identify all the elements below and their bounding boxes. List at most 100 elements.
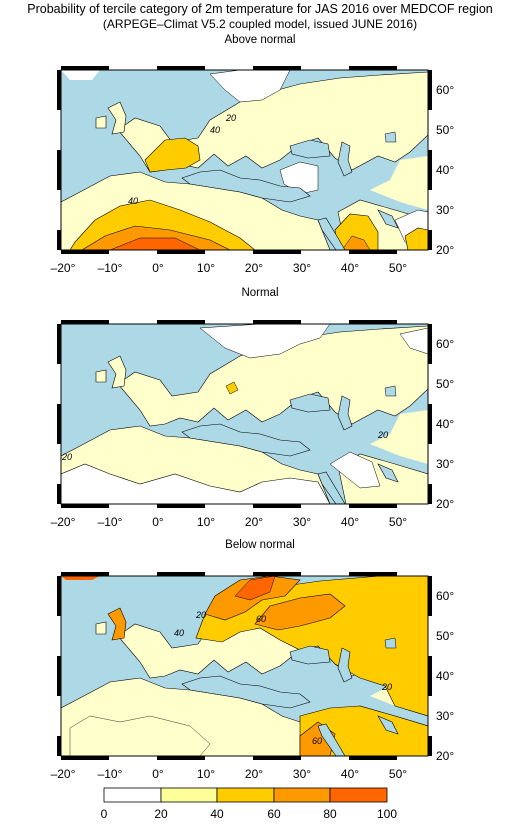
persian-gulf bbox=[377, 463, 399, 483]
lon-tick-label: 50° bbox=[389, 515, 407, 529]
contour-label: 20 bbox=[61, 452, 72, 462]
contour-label: 60 bbox=[256, 614, 266, 624]
white-area-1 bbox=[279, 161, 319, 195]
legend-tick-label: 0 bbox=[101, 807, 108, 821]
black-sea bbox=[289, 139, 331, 159]
legend-swatch-0-20 bbox=[103, 787, 162, 803]
legend-swatch-40-60 bbox=[216, 787, 275, 803]
lon-tick-label: 0° bbox=[152, 767, 164, 781]
lon-tick-label: 20° bbox=[245, 767, 263, 781]
contour-label: 60 bbox=[312, 736, 322, 746]
legend-tick-label: 40 bbox=[210, 807, 224, 821]
lon-tick-label: 30° bbox=[293, 767, 311, 781]
red-sea bbox=[317, 217, 346, 250]
white-area-3 bbox=[61, 70, 100, 80]
lon-tick-label: 40° bbox=[341, 515, 359, 529]
lon-tick-label: 30° bbox=[293, 261, 311, 275]
red-sea bbox=[317, 723, 346, 756]
map-subtitle: (ARPEGE–Climat V5.2 coupled model, issue… bbox=[102, 17, 418, 31]
white-area-east bbox=[329, 451, 381, 489]
red-sea bbox=[317, 471, 346, 504]
panel-title-above: Above normal bbox=[224, 34, 296, 46]
lon-tick-label: –10° bbox=[98, 261, 123, 275]
legend-swatch-20-40 bbox=[160, 787, 218, 803]
lat-tick-label: 20° bbox=[436, 749, 454, 763]
legend-tick-label: 80 bbox=[323, 807, 337, 821]
lon-tick-label: 40° bbox=[341, 767, 359, 781]
aral-sea bbox=[384, 637, 397, 649]
contour-80-nw bbox=[61, 576, 100, 580]
lon-tick-label: 0° bbox=[152, 261, 164, 275]
british-isles bbox=[107, 607, 127, 641]
lat-tick-label: 50° bbox=[436, 123, 454, 137]
legend-tick-label: 60 bbox=[267, 807, 281, 821]
frame-ticks bbox=[57, 66, 432, 254]
white-area-sahara bbox=[61, 463, 331, 504]
lat-tick-label: 30° bbox=[436, 203, 454, 217]
contour-60-arabia bbox=[341, 235, 371, 250]
lon-tick-label: –20° bbox=[51, 767, 76, 781]
land-europe bbox=[117, 325, 428, 427]
lon-tick-label: 10° bbox=[197, 767, 215, 781]
scandinavia-low bbox=[209, 70, 291, 103]
lon-tick-label: –10° bbox=[98, 515, 123, 529]
ireland bbox=[95, 115, 107, 129]
caspian-sea bbox=[337, 647, 353, 683]
contour-label: 40 bbox=[128, 196, 138, 206]
lon-tick-label: 10° bbox=[197, 515, 215, 529]
panel-title-normal: Normal bbox=[241, 287, 279, 299]
lon-tick-label: 10° bbox=[197, 261, 215, 275]
map-normal: 20 20 –20° –10° 0° 10° 20° 30° 40° 50° 2… bbox=[51, 320, 454, 529]
ireland bbox=[95, 621, 107, 635]
lon-tick-label: 0° bbox=[152, 515, 164, 529]
contour-label: 20 bbox=[195, 610, 206, 620]
black-sea bbox=[289, 393, 331, 413]
contour-label: 40 bbox=[210, 125, 220, 135]
persian-gulf bbox=[377, 715, 399, 735]
panel-title-below: Below normal bbox=[225, 539, 295, 551]
lon-tick-label: 20° bbox=[245, 515, 263, 529]
lat-tick-label: 20° bbox=[436, 243, 454, 257]
lon-tick-label: 30° bbox=[293, 515, 311, 529]
white-area-sahara bbox=[69, 715, 211, 756]
british-isles bbox=[107, 101, 127, 135]
land-asia bbox=[370, 156, 428, 210]
lon-tick-label: –20° bbox=[51, 261, 76, 275]
lat-tick-label: 60° bbox=[436, 337, 454, 351]
color-legend: 0 20 40 60 80 100 bbox=[101, 787, 397, 821]
legend-tick-label: 100 bbox=[377, 807, 397, 821]
contour-60-east bbox=[254, 593, 346, 631]
lat-tick-label: 40° bbox=[436, 417, 454, 431]
mediterranean bbox=[181, 423, 311, 457]
ireland bbox=[95, 369, 107, 383]
black-sea bbox=[289, 645, 331, 665]
mediterranean bbox=[181, 675, 311, 709]
contour-label: 20 bbox=[225, 113, 236, 123]
lat-tick-label: 50° bbox=[436, 377, 454, 391]
lat-tick-label: 50° bbox=[436, 629, 454, 643]
contour-label: 20 bbox=[377, 430, 388, 440]
lon-tick-label: 20° bbox=[245, 261, 263, 275]
legend-swatch-60-80 bbox=[273, 787, 331, 803]
frame-ticks bbox=[57, 572, 432, 760]
lat-tick-label: 40° bbox=[436, 669, 454, 683]
scandinavia-low bbox=[199, 324, 331, 359]
contour-40-arabia bbox=[334, 213, 379, 250]
lat-tick-label: 30° bbox=[436, 709, 454, 723]
white-area-ne bbox=[399, 327, 428, 355]
lat-tick-label: 60° bbox=[436, 83, 454, 97]
map-title: Probability of tercile category of 2m te… bbox=[27, 2, 493, 16]
lon-tick-label: 50° bbox=[389, 767, 407, 781]
lon-tick-label: 50° bbox=[389, 261, 407, 275]
lat-tick-label: 20° bbox=[436, 497, 454, 511]
lat-tick-label: 30° bbox=[436, 457, 454, 471]
aral-sea bbox=[384, 131, 397, 143]
legend-tick-label: 20 bbox=[154, 807, 168, 821]
caspian-sea bbox=[337, 395, 353, 431]
lon-tick-label: 40° bbox=[341, 261, 359, 275]
contour-40-normal bbox=[225, 381, 239, 395]
frame-ticks bbox=[57, 320, 432, 508]
aral-sea bbox=[384, 385, 397, 397]
persian-gulf bbox=[377, 209, 399, 229]
caspian-sea bbox=[337, 141, 353, 177]
